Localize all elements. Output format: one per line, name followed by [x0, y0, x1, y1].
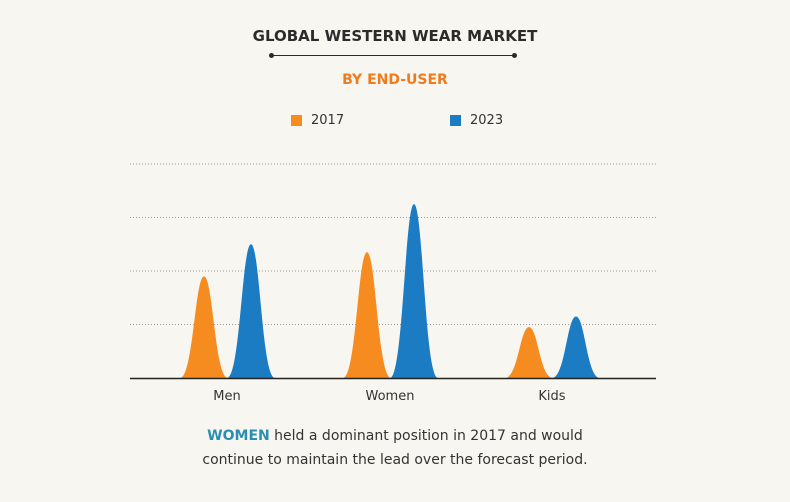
peak-kids-2017	[505, 327, 553, 378]
peak-women-2023	[390, 204, 438, 378]
legend-item-2023: 2023	[450, 113, 503, 128]
title-divider	[269, 53, 517, 58]
legend-swatch-2017	[291, 115, 302, 126]
chart-footnote: WOMEN held a dominant position in 2017 a…	[0, 424, 790, 472]
chart-area: Men Women Kids	[130, 163, 656, 404]
legend-label-2023: 2023	[470, 113, 504, 128]
chart-title: GLOBAL WESTERN WEAR MARKET	[252, 27, 538, 45]
x-tick-label-kids: Kids	[538, 389, 565, 404]
legend-label-2017: 2017	[311, 113, 345, 128]
divider-dot-left	[269, 53, 274, 58]
x-tick-label-women: Women	[366, 389, 415, 404]
legend-swatch-2023	[450, 115, 461, 126]
peak-men-2023	[227, 244, 275, 378]
chart-subtitle: BY END-USER	[342, 72, 448, 88]
divider-dot-right	[512, 53, 517, 58]
peak-men-2017	[180, 276, 228, 378]
peak-kids-2023	[552, 316, 600, 378]
footnote-line1: held a dominant position in 2017 and wou…	[269, 428, 583, 444]
footnote-line2: continue to maintain the lead over the f…	[202, 452, 588, 468]
peak-women-2017	[343, 252, 391, 378]
footnote-highlight: WOMEN	[207, 428, 270, 444]
legend-item-2017: 2017	[291, 113, 344, 128]
x-tick-label-men: Men	[213, 389, 240, 404]
